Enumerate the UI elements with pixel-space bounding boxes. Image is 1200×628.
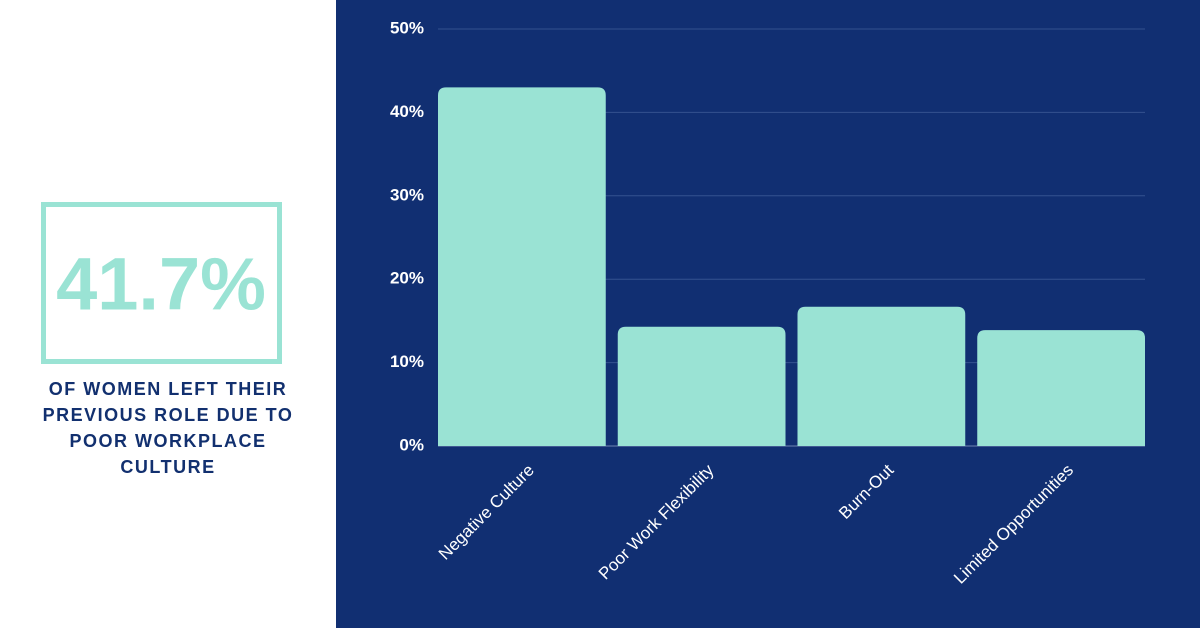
y-tick-label: 40% bbox=[390, 102, 424, 121]
stat-box bbox=[41, 202, 282, 364]
y-tick-label: 50% bbox=[390, 18, 424, 37]
caption: PREVIOUS ROLE DUE TO bbox=[43, 405, 294, 425]
caption: OF WOMEN LEFT THEIR bbox=[49, 379, 287, 399]
stat: 41.7% bbox=[56, 243, 266, 326]
bar bbox=[617, 326, 786, 446]
y-tick-label: 20% bbox=[390, 269, 424, 288]
caption: CULTURE bbox=[120, 457, 215, 477]
bar bbox=[438, 87, 606, 446]
y-tick-label: 30% bbox=[390, 185, 424, 204]
bar bbox=[797, 306, 966, 446]
bar bbox=[977, 330, 1145, 446]
y-tick-label: 0% bbox=[399, 435, 424, 454]
caption: POOR WORKPLACE bbox=[69, 431, 266, 451]
y-tick-label: 10% bbox=[390, 352, 424, 371]
